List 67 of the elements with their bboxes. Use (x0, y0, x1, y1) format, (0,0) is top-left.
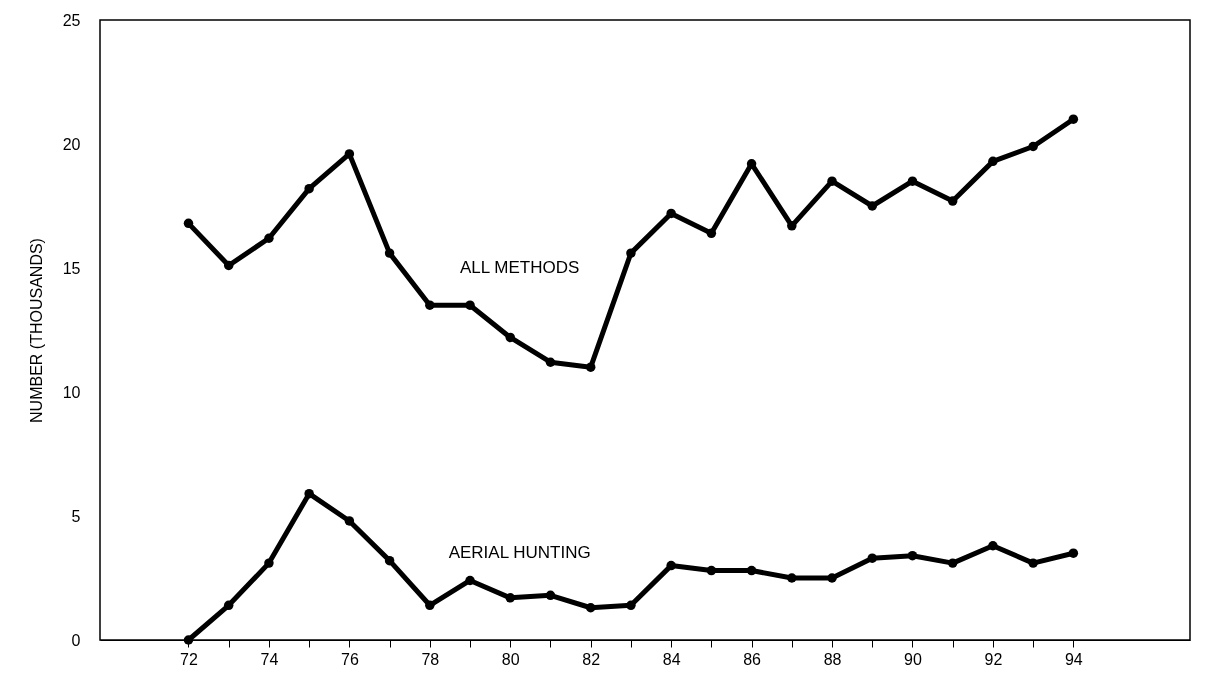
point (867, 553, 877, 563)
point (988, 156, 998, 167)
x-tick-label: 86 (743, 650, 762, 668)
point (626, 248, 636, 258)
point (344, 149, 355, 159)
x-tick-label: 92 (984, 650, 1003, 668)
point (264, 233, 274, 243)
point (827, 176, 837, 186)
x-tick-label: 74 (260, 650, 279, 668)
x-tick-label: 84 (662, 650, 681, 668)
point (706, 565, 717, 576)
point (988, 541, 998, 551)
point (505, 593, 515, 603)
point (425, 600, 435, 611)
point (746, 159, 757, 169)
point (223, 260, 234, 271)
y-axis-title: NUMBER (THOUSANDS) (27, 238, 45, 423)
point (344, 516, 355, 526)
point (827, 573, 837, 583)
y-tick-label: 15 (62, 259, 81, 277)
point (947, 558, 958, 568)
point (907, 550, 918, 561)
series-label: ALL METHODS (459, 258, 580, 277)
point (1068, 114, 1079, 124)
x-tick-label: 78 (421, 650, 440, 668)
point (706, 228, 717, 239)
point (264, 558, 274, 568)
point (304, 488, 314, 499)
point (585, 362, 596, 372)
point (183, 635, 194, 645)
x-tick-label: 82 (582, 650, 601, 668)
point (1068, 548, 1079, 558)
point (384, 248, 395, 258)
point (1028, 558, 1038, 568)
point (626, 600, 636, 611)
x-tick-label: 94 (1064, 650, 1083, 668)
x-tick-label: 80 (501, 650, 520, 668)
point (666, 208, 676, 219)
point (425, 300, 435, 310)
y-tick-label: 0 (71, 631, 81, 649)
point (867, 201, 877, 211)
y-tick-label: 5 (71, 507, 81, 525)
point (465, 575, 475, 586)
point (545, 357, 556, 367)
y-tick-label: 25 (62, 11, 81, 29)
x-tick-label: 88 (823, 650, 842, 668)
point (787, 221, 797, 231)
point (1028, 141, 1038, 152)
point (585, 603, 596, 613)
point (183, 218, 194, 229)
y-tick-label: 10 (62, 383, 81, 401)
x-tick-label: 72 (180, 650, 198, 668)
series-label: AERIAL HUNTING (448, 543, 591, 563)
point (746, 565, 757, 576)
point (666, 560, 676, 571)
point (384, 555, 395, 566)
point (947, 196, 958, 206)
point (907, 176, 918, 186)
point (545, 590, 556, 601)
point (505, 332, 515, 343)
x-tick-label: 90 (904, 650, 922, 668)
point (787, 573, 797, 583)
point (223, 600, 234, 611)
point (304, 183, 314, 194)
y-tick-label: 20 (62, 135, 81, 153)
x-tick-label: 76 (340, 650, 359, 668)
point (465, 300, 475, 310)
